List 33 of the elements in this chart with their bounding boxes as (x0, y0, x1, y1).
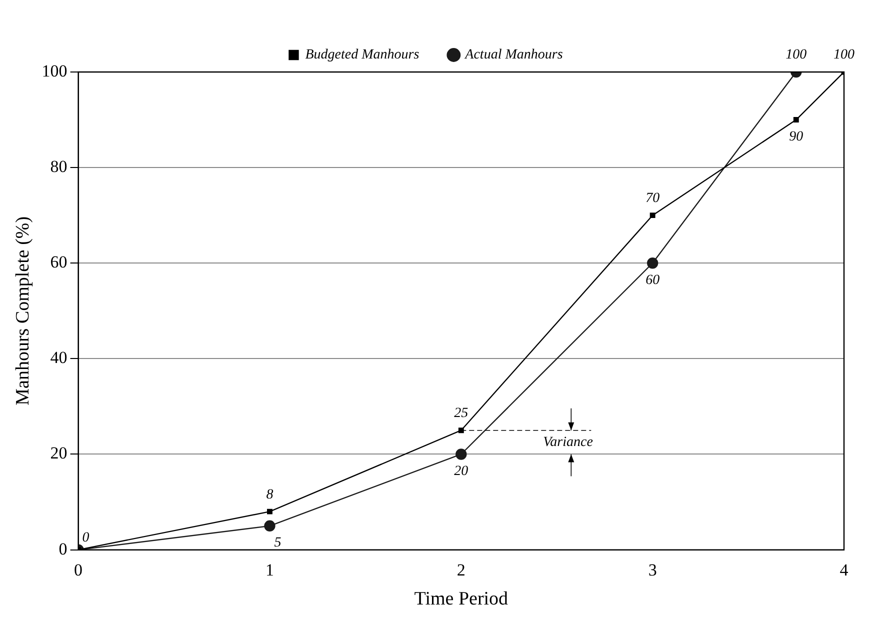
point (264, 520, 276, 532)
y-tick-label: 40 (50, 348, 68, 368)
data-label: 20 (454, 464, 468, 479)
point (793, 117, 799, 122)
y-tick-label: 20 (50, 444, 68, 463)
data-label: 90 (789, 129, 804, 144)
x-tick-label: 0 (74, 560, 83, 580)
y-tick-label: 0 (58, 539, 68, 558)
data-label: 70 (646, 191, 660, 206)
x-tick-label: 4 (840, 560, 849, 580)
point (456, 448, 467, 460)
y-tick-label: 100 (42, 61, 68, 80)
point (458, 428, 464, 434)
x-tick-label: 3 (648, 560, 657, 580)
data-label: 0 (82, 530, 90, 546)
x-tick-label: 1 (265, 560, 274, 580)
annotation: Variance (543, 434, 593, 450)
data-label: 25 (454, 406, 468, 422)
data-label: 100 (834, 48, 854, 63)
legend-label: Budgeted Manhours (305, 48, 420, 63)
data-label: 8 (266, 487, 274, 502)
y-tick-label: 60 (50, 252, 68, 272)
point (650, 212, 656, 218)
y-tick-label: 80 (50, 157, 68, 176)
data-label: 100 (786, 48, 807, 63)
point (267, 508, 272, 514)
data-label: 60 (646, 272, 660, 288)
y-axis-title: Manhours Complete (%) (12, 216, 34, 406)
x-axis-title: Time Period (414, 588, 509, 610)
legend-label: Actual Manhours (464, 48, 564, 63)
data-label: 5 (274, 536, 282, 551)
x-tick-label: 2 (456, 560, 466, 580)
point (646, 258, 658, 269)
